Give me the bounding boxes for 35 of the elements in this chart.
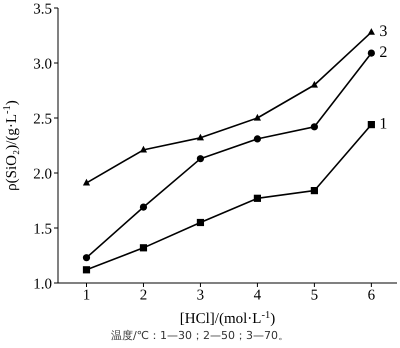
x-tick-label: 2 <box>140 288 148 304</box>
x-tick-label: 6 <box>368 288 376 304</box>
point <box>140 204 148 211</box>
y-tick-label: 3.5 <box>33 1 52 18</box>
x-tick-label: 4 <box>254 288 262 304</box>
point <box>82 266 90 274</box>
point <box>254 194 262 202</box>
text: 温度/℃：1—30；2—50；3—70。 <box>110 328 290 343</box>
point <box>196 155 204 162</box>
point <box>254 135 262 142</box>
series-label: 1 <box>379 115 388 132</box>
point <box>310 187 318 194</box>
point <box>82 178 90 186</box>
x-tick-label: 1 <box>82 288 90 304</box>
y-tick-label: 2.5 <box>33 111 52 128</box>
x-axis-title: [HCl]/(mol·L$^{-1}$) <box>180 310 276 327</box>
point <box>310 123 318 130</box>
point <box>254 114 262 121</box>
y-tick-label: 3.0 <box>33 56 52 72</box>
x-tick-label: 5 <box>310 288 318 304</box>
x-tick-label: 3 <box>196 288 204 304</box>
point <box>196 134 204 140</box>
series-label: 2 <box>379 44 388 61</box>
series-label: 3 <box>379 22 388 40</box>
point <box>368 50 375 57</box>
point <box>82 254 90 262</box>
point <box>368 121 375 128</box>
y-tick-label: 1.5 <box>33 221 52 238</box>
point <box>196 218 204 226</box>
point <box>310 80 318 88</box>
point <box>140 244 148 252</box>
y-tick-label: 2.0 <box>33 166 52 182</box>
y-tick-label: 1.0 <box>33 276 52 292</box>
point <box>140 146 148 152</box>
point <box>368 28 375 35</box>
